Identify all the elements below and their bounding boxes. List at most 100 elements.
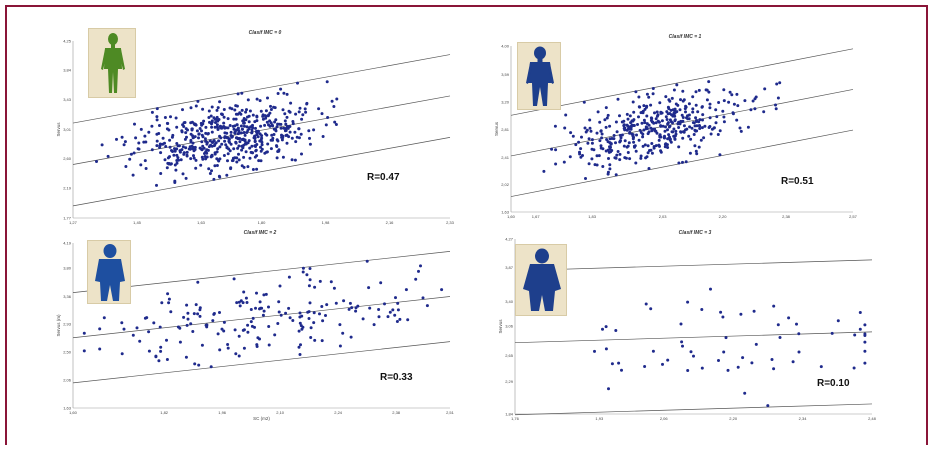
x-tick-label: 2,48	[868, 416, 877, 421]
data-point	[178, 149, 182, 153]
data-point	[657, 138, 661, 142]
scatter-plot: 1,60 1,82 1,96 2,10 2,24 2,38 2,51 1,63 2,06 2,50…	[56, 240, 455, 421]
data-point	[708, 106, 712, 110]
data-point	[280, 138, 284, 142]
data-point	[285, 92, 289, 96]
data-point	[618, 152, 622, 156]
data-point	[606, 113, 610, 117]
data-point	[120, 135, 124, 139]
data-point	[365, 259, 369, 263]
data-point	[695, 119, 698, 122]
data-point	[778, 81, 782, 85]
y-tick-label: 3,59	[501, 72, 510, 77]
regression-line	[72, 296, 451, 339]
data-point	[693, 144, 697, 148]
slim-person-icon	[101, 33, 125, 93]
data-point	[246, 98, 250, 102]
data-point	[666, 112, 670, 116]
data-point	[608, 167, 612, 171]
data-point	[425, 304, 429, 308]
data-point	[694, 90, 698, 94]
data-point	[240, 138, 244, 141]
data-point	[637, 138, 641, 142]
data-point	[697, 145, 701, 149]
data-point	[224, 143, 228, 147]
x-tick-label: 1,67	[532, 214, 541, 219]
x-tick-label: 2,20	[729, 416, 738, 421]
data-point	[172, 153, 176, 157]
data-point	[242, 121, 246, 125]
data-point	[191, 134, 195, 138]
data-point	[191, 330, 195, 333]
data-point	[226, 152, 230, 156]
data-point	[170, 149, 173, 152]
data-point	[237, 129, 241, 133]
data-point	[830, 331, 834, 335]
data-point	[231, 159, 235, 162]
data-point	[276, 92, 280, 95]
data-point	[224, 126, 228, 130]
data-point	[207, 145, 211, 149]
data-point	[175, 125, 179, 129]
data-point	[333, 120, 337, 124]
data-point	[368, 306, 372, 310]
y-tick-label: 2,06	[63, 378, 72, 383]
data-point	[646, 151, 650, 155]
data-point	[218, 134, 222, 138]
data-point	[169, 115, 172, 119]
data-point	[622, 126, 626, 130]
data-point	[672, 113, 676, 117]
data-point	[159, 349, 163, 353]
data-point	[739, 129, 743, 133]
data-point	[708, 116, 712, 120]
data-point	[102, 316, 106, 320]
data-point	[269, 147, 273, 151]
data-point	[240, 108, 244, 112]
scatter-panel-imc1: Clasif IMC = 1 1,60 1,67 1,83 2,03 2,20 2,38 2…	[494, 30, 873, 220]
data-point	[646, 132, 650, 136]
data-point	[276, 322, 280, 325]
data-point	[332, 286, 336, 290]
data-point	[630, 123, 634, 127]
data-point	[663, 142, 667, 146]
data-point	[184, 131, 188, 135]
data-point	[189, 157, 193, 161]
data-point	[216, 128, 220, 131]
data-point	[308, 142, 312, 146]
data-point	[579, 147, 583, 151]
data-point	[694, 129, 698, 133]
data-point	[738, 126, 742, 130]
data-point	[644, 302, 648, 306]
data-point	[275, 125, 279, 129]
data-point	[174, 168, 178, 172]
data-point	[246, 330, 250, 334]
data-point	[863, 332, 867, 336]
data-point	[197, 363, 201, 367]
data-point	[147, 130, 151, 134]
data-point	[269, 104, 272, 108]
data-point	[236, 92, 240, 96]
data-point	[638, 128, 642, 132]
data-point	[154, 355, 158, 359]
data-point	[642, 128, 646, 132]
data-point	[246, 141, 250, 145]
x-tick-label: 2,38	[392, 410, 401, 415]
data-point	[619, 136, 623, 140]
data-point	[277, 300, 281, 304]
data-point	[242, 290, 246, 294]
data-point	[663, 136, 666, 140]
data-point	[155, 107, 159, 111]
data-point	[698, 124, 702, 128]
data-point	[218, 348, 222, 352]
data-point	[82, 349, 86, 353]
data-point	[139, 163, 143, 167]
data-point	[681, 160, 684, 164]
data-point	[245, 125, 249, 129]
data-point	[787, 316, 791, 320]
data-point	[598, 139, 602, 143]
person-thumbnail	[515, 244, 567, 316]
data-point	[716, 133, 720, 136]
data-point	[192, 312, 196, 316]
data-point	[667, 107, 671, 111]
data-point	[774, 103, 777, 107]
